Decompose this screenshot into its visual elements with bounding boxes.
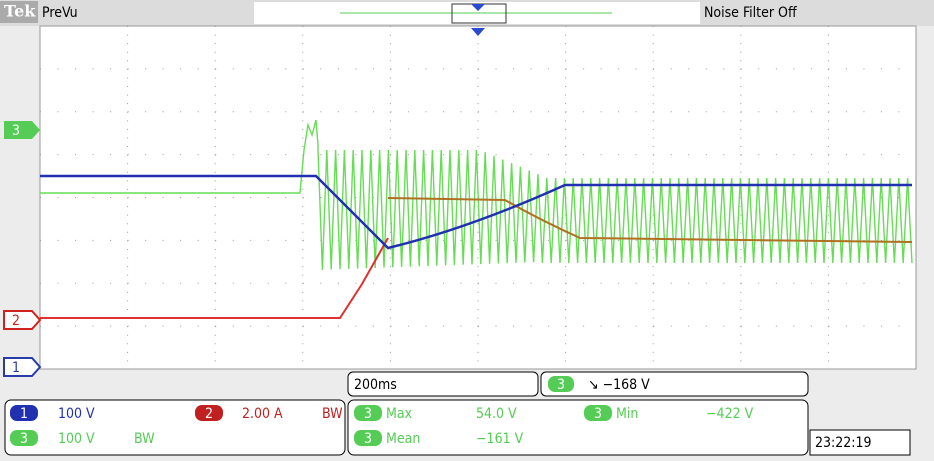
noise-filter: Noise Filter Off xyxy=(704,5,797,21)
channel-box xyxy=(4,399,346,456)
ch3-bw: BW xyxy=(134,431,155,447)
m0-badge xyxy=(354,405,382,421)
clock-box xyxy=(809,429,911,456)
trigger-pos-marker xyxy=(471,28,485,36)
timebase-box xyxy=(347,371,539,397)
ch1-scale: 100 V xyxy=(58,406,95,422)
timebase: 200ms xyxy=(354,377,397,393)
ch1-badge xyxy=(10,405,38,421)
ch3-badge xyxy=(10,430,38,446)
ch2-marker-label: 2 xyxy=(12,313,20,329)
ch2-scale: 2.00 A xyxy=(242,406,283,422)
trigger-badge xyxy=(548,376,574,392)
m2-channel: 3 xyxy=(364,431,372,447)
m1-badge xyxy=(584,405,612,421)
m1-name: Min xyxy=(616,406,638,422)
ch3-marker xyxy=(4,121,40,139)
trigger-channel: 3 xyxy=(557,377,565,393)
clock: 23:22:19 xyxy=(815,435,872,451)
ch2-marker xyxy=(3,310,42,330)
m2-badge xyxy=(354,430,382,446)
m1-channel: 3 xyxy=(594,406,602,422)
ch2-bw: BW xyxy=(322,406,343,422)
m2-name: Mean xyxy=(386,431,420,447)
m1-value: −422 V xyxy=(706,406,754,422)
ch1-trace xyxy=(40,174,912,250)
m2-value: −161 V xyxy=(476,431,524,447)
ch2-badge xyxy=(195,405,223,421)
m0-value: 54.0 V xyxy=(476,406,517,422)
ch1-label: 1 xyxy=(20,406,28,422)
ch2-trace xyxy=(40,237,389,319)
m0-name: Max xyxy=(386,406,413,422)
m0-channel: 3 xyxy=(364,406,372,422)
ch2-label: 2 xyxy=(205,406,213,422)
mode: PreVu xyxy=(42,5,78,21)
ch3-scale: 100 V xyxy=(58,431,95,447)
ch3-marker-label: 3 xyxy=(12,123,20,139)
ch3-label: 3 xyxy=(20,431,28,447)
brand-text: Tek xyxy=(4,2,36,21)
brand-bg xyxy=(0,1,38,23)
ch1-marker xyxy=(3,357,42,377)
measure-box xyxy=(347,399,809,456)
trigger-pos xyxy=(471,4,485,11)
ch1-marker-label: 1 xyxy=(12,360,20,376)
trigger-level: ↘ −168 V xyxy=(588,377,650,393)
trigger-box xyxy=(540,371,809,397)
ch2-trace-overlap xyxy=(387,197,913,243)
ch3-trace xyxy=(40,119,913,270)
